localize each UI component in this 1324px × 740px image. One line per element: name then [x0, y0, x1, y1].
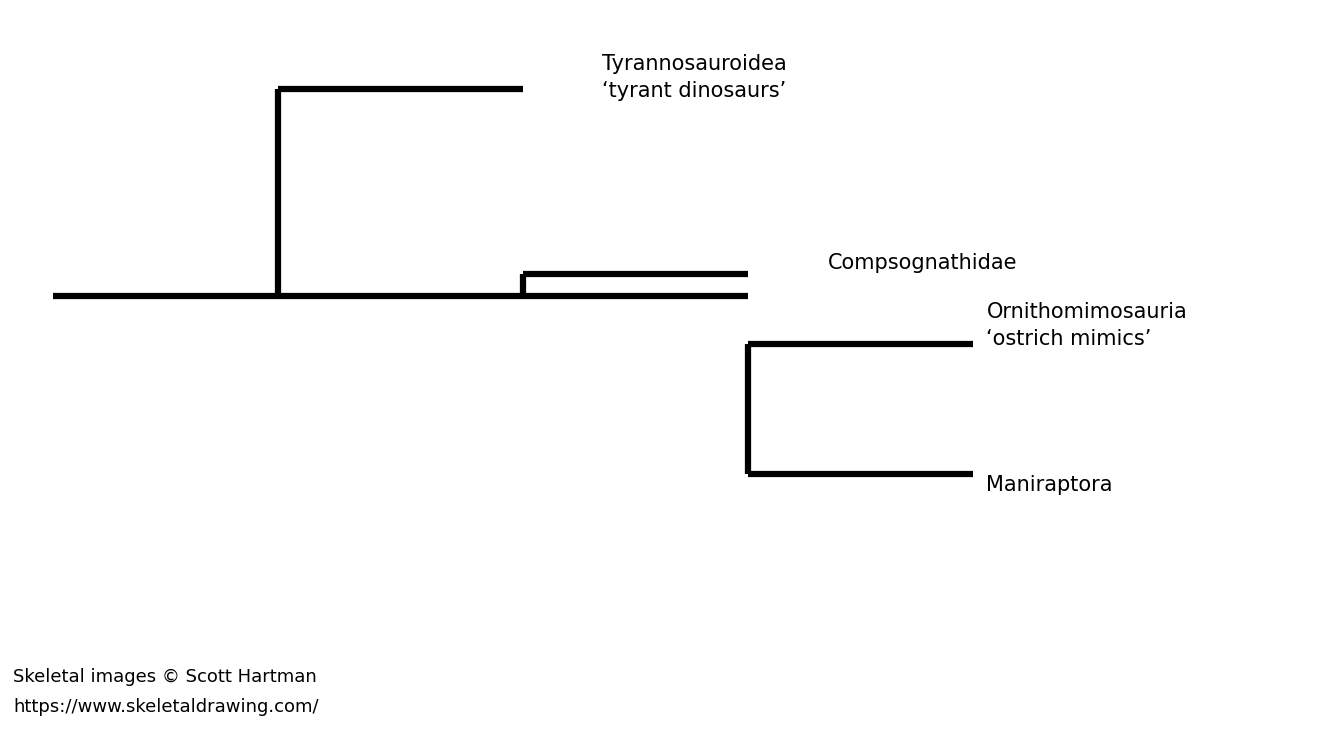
Text: https://www.skeletaldrawing.com/: https://www.skeletaldrawing.com/ — [13, 698, 319, 716]
Text: Tyrannosauroidea
‘tyrant dinosaurs’: Tyrannosauroidea ‘tyrant dinosaurs’ — [602, 55, 788, 101]
Text: Maniraptora: Maniraptora — [986, 474, 1113, 495]
Text: Skeletal images © Scott Hartman: Skeletal images © Scott Hartman — [13, 668, 316, 686]
Text: Ornithomimosauria
‘ostrich mimics’: Ornithomimosauria ‘ostrich mimics’ — [986, 303, 1188, 349]
Text: Compsognathidae: Compsognathidae — [828, 252, 1017, 273]
